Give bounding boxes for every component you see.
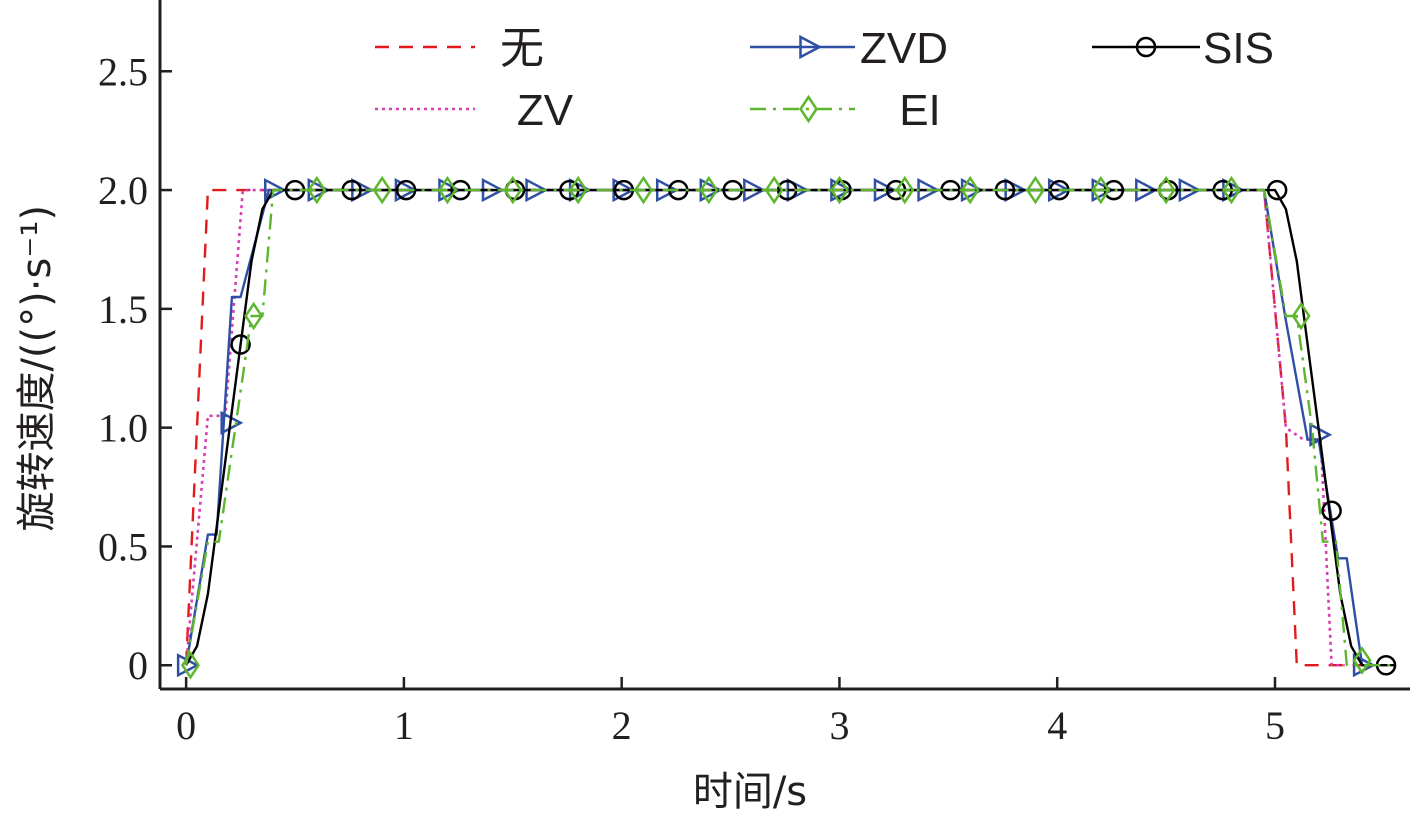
series-marker [633, 175, 653, 205]
series-5 [180, 175, 1395, 680]
series-marker [1221, 175, 1241, 205]
y-axis-title: 旋转速度/((°)·s⁻¹) [14, 205, 60, 532]
series-1 [184, 188, 1363, 667]
series-line [184, 188, 1373, 667]
series-marker [960, 175, 980, 205]
legend-item: ZVD [750, 24, 948, 73]
axes: 0 1 2 3 4 5 0 0.5 1.0 1.5 2.0 2.5 [98, 0, 1410, 748]
series-marker [1291, 301, 1311, 331]
y-tick-label: 2.5 [98, 49, 148, 94]
legend-item: ZV [375, 86, 574, 135]
legend-label: ZVD [860, 24, 948, 73]
series-marker [503, 175, 523, 205]
legend-label: EI [899, 86, 941, 135]
series-marker [829, 175, 849, 205]
series-line [185, 188, 1395, 667]
series-4 [185, 179, 1397, 676]
series-marker [437, 175, 457, 205]
legend-item: 无 [375, 24, 544, 73]
plot-series [176, 175, 1397, 680]
series-marker [395, 179, 417, 201]
y-tick-label: 1.0 [98, 406, 148, 451]
legend: 无 ZV ZVD SIS EI [375, 24, 1274, 135]
series-marker [1266, 179, 1288, 201]
series-marker [764, 175, 784, 205]
x-tick-label: 0 [176, 703, 196, 748]
series-marker [699, 175, 719, 205]
legend-item: SIS [1092, 24, 1274, 73]
series-line [184, 188, 1345, 667]
series-marker [1091, 175, 1111, 205]
x-tick-label: 4 [1047, 703, 1067, 748]
series-marker [263, 177, 287, 203]
y-tick-label: 0.5 [98, 524, 148, 569]
series-line [184, 188, 1395, 667]
y-tick-label: 2.0 [98, 168, 148, 213]
series-3 [176, 177, 1376, 678]
series-2 [184, 188, 1345, 667]
series-line [184, 188, 1363, 667]
series-marker [230, 334, 251, 355]
legend-item: EI [750, 86, 941, 135]
legend-marker [799, 34, 823, 60]
series-marker [307, 175, 327, 205]
series-marker [372, 175, 392, 205]
series-marker [895, 175, 915, 205]
x-tick-label: 3 [829, 703, 849, 748]
series-marker [1352, 646, 1372, 675]
y-tick-label: 1.5 [98, 287, 148, 332]
series-marker [1025, 175, 1045, 205]
series-marker [180, 650, 200, 680]
series-marker [244, 301, 264, 331]
legend-marker [798, 94, 819, 124]
x-axis-title: 时间/s [693, 769, 807, 815]
x-tick-label: 2 [612, 703, 632, 748]
legend-label: SIS [1203, 24, 1274, 73]
y-tick-label: 0 [128, 643, 148, 688]
series-marker [1156, 175, 1176, 205]
x-tick-label: 1 [394, 703, 414, 748]
series-marker [568, 175, 588, 205]
x-tick-label: 5 [1265, 703, 1285, 748]
legend-marker [1135, 36, 1157, 58]
legend-label: 无 [500, 24, 544, 73]
legend-label: ZV [517, 86, 574, 135]
series-marker [1321, 500, 1342, 522]
